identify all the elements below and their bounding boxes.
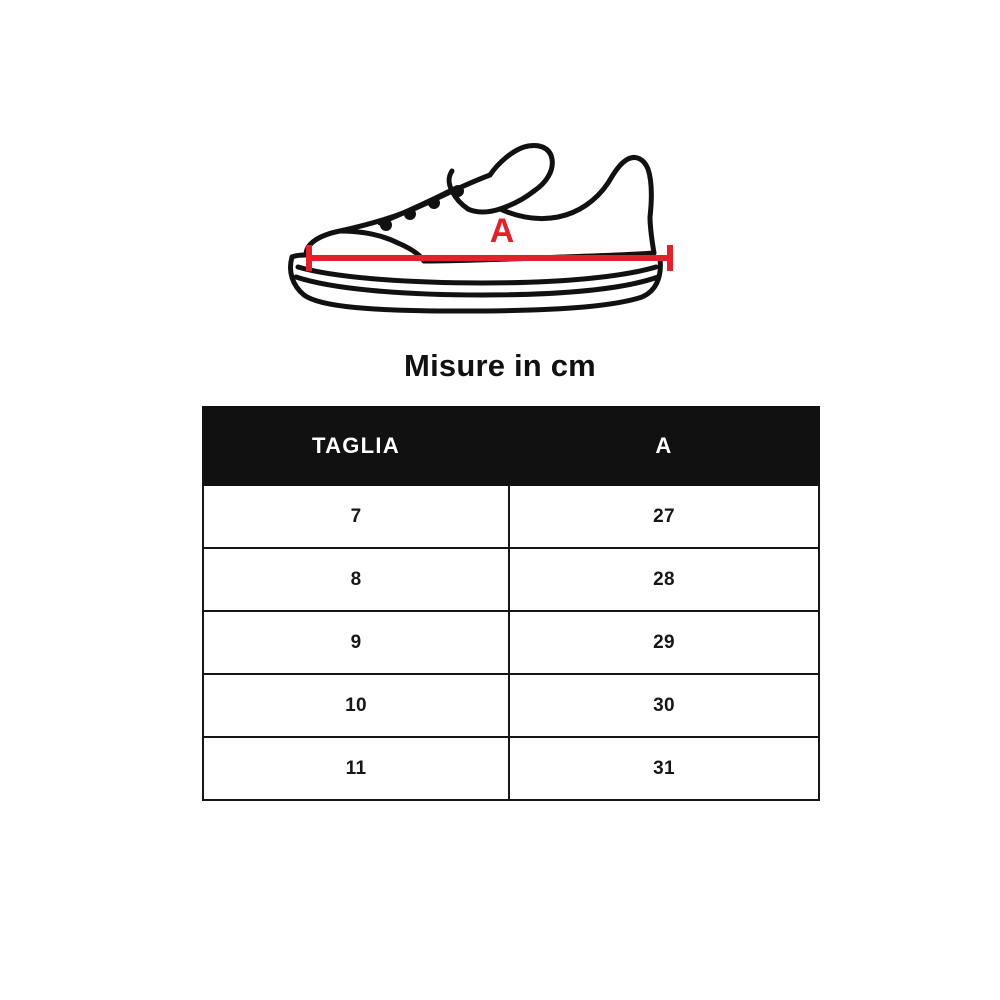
shoe-outline-group (288, 143, 663, 314)
shoe-diagram: A (262, 125, 702, 315)
cell-size: 9 (202, 610, 510, 675)
tongue-outline (487, 143, 555, 194)
measurement-line-a (306, 245, 673, 271)
heel-back-line (647, 214, 657, 256)
table-row: 10 30 (202, 673, 820, 738)
cell-size: 7 (202, 484, 510, 549)
lace-row-line (377, 186, 457, 226)
cell-size: 8 (202, 547, 510, 612)
page-title: Misure in cm (404, 348, 596, 383)
outsole-line (288, 254, 663, 314)
cell-a: 27 (508, 484, 820, 549)
table-row: 8 28 (202, 547, 820, 612)
eyelet-icon (380, 219, 392, 231)
size-chart-table: TAGLIA A 7 27 8 28 9 29 10 30 11 (202, 406, 820, 801)
cell-size: 10 (202, 673, 510, 738)
midsole-top-line (295, 264, 659, 286)
lace-eyelets-group (380, 185, 464, 231)
eyelet-icon (452, 185, 464, 197)
toe-cap-line (289, 252, 309, 260)
table-body: 7 27 8 28 9 29 10 30 11 31 (202, 484, 820, 801)
cell-a: 29 (508, 610, 820, 675)
cell-a: 31 (508, 736, 820, 801)
cell-a: 28 (508, 547, 820, 612)
heel-collar-line (497, 154, 654, 222)
cell-size: 11 (202, 736, 510, 801)
measure-label-a: A (490, 212, 515, 250)
table-row: 7 27 (202, 484, 820, 549)
shoe-side-view-illustration: A (288, 143, 673, 314)
column-header-a: A (508, 406, 820, 486)
table-header: TAGLIA A (202, 406, 820, 486)
eyelet-icon (428, 197, 440, 209)
cell-a: 30 (508, 673, 820, 738)
table-row: 9 29 (202, 610, 820, 675)
table-row: 11 31 (202, 736, 820, 801)
table-header-row: TAGLIA A (202, 406, 820, 486)
column-header-taglia: TAGLIA (202, 406, 510, 486)
eyelet-icon (404, 208, 416, 220)
midsole-mid-line (293, 274, 661, 298)
